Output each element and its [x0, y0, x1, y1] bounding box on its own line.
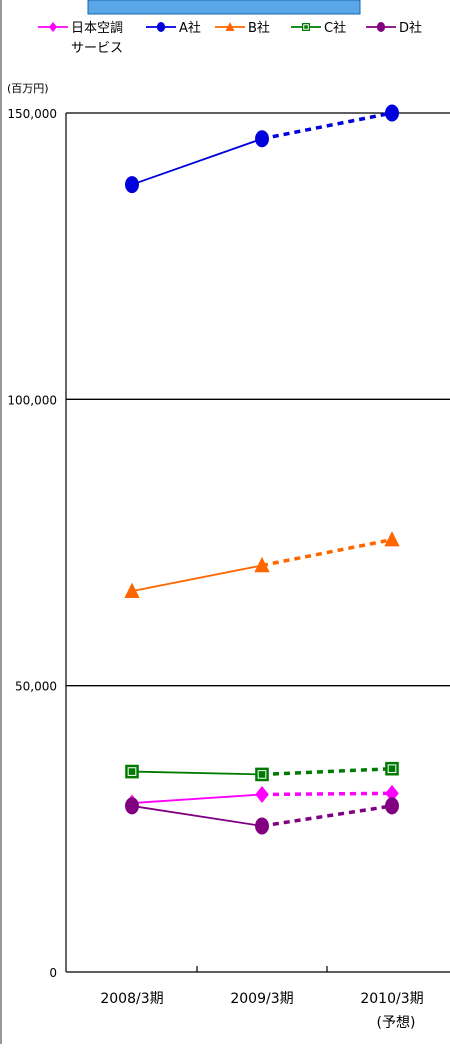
legend-label: B社: [248, 20, 270, 36]
x-tick-label: 2009/3期: [230, 991, 293, 1007]
data-point: [255, 817, 269, 835]
data-point: [225, 22, 235, 31]
data-point: [125, 176, 139, 194]
x-tick-label: 2008/3期: [100, 991, 163, 1007]
series-line: [124, 531, 400, 598]
legend-item: C社: [291, 20, 346, 36]
header-strip: [87, 0, 361, 15]
data-point: [384, 531, 400, 547]
forecast-segment: [261, 537, 393, 568]
x-tick-sublabel: (予想): [377, 1015, 416, 1031]
y-tick-label: 0: [49, 966, 57, 980]
data-point: [255, 785, 269, 803]
data-point: [385, 104, 399, 122]
line-segment: [131, 805, 263, 827]
y-tick-label: 100,000: [7, 393, 57, 407]
line-segment: [131, 793, 263, 804]
series-line: [125, 797, 399, 835]
data-point: [125, 764, 139, 779]
axes: 0 50,000 100,000 150,000: [7, 107, 450, 980]
legend-label: 日本空調: [71, 21, 123, 36]
forecast-segment: [261, 766, 393, 777]
data-point: [302, 23, 310, 31]
data-point: [385, 761, 399, 776]
data-point: [124, 582, 140, 598]
line-segment: [131, 137, 263, 186]
data-point: [385, 784, 399, 802]
data-point: [254, 556, 270, 573]
legend-label: C社: [324, 20, 346, 36]
series-layer: [124, 104, 400, 835]
data-point: [125, 797, 139, 815]
y-tick-label: 50,000: [15, 680, 57, 694]
data-point: [156, 22, 166, 32]
data-point: [255, 767, 269, 782]
forecast-segment: [261, 111, 393, 141]
data-point: [255, 130, 269, 148]
y-tick-label: 150,000: [7, 107, 57, 121]
legend-item: D社: [366, 20, 422, 36]
legend-item: A社: [146, 20, 201, 36]
legend-label: A社: [179, 20, 201, 36]
x-axis-labels: 2008/3期 2009/3期 2010/3期 (予想): [100, 991, 423, 1031]
line-segment: [131, 564, 263, 593]
series-line: [125, 761, 399, 782]
forecast-segment: [261, 804, 393, 828]
legend-label: D社: [399, 20, 422, 36]
unit-label: (百万円): [7, 82, 49, 95]
series-line: [125, 784, 399, 812]
data-point: [49, 22, 57, 32]
x-tick-label: 2010/3期: [360, 991, 423, 1007]
gridlines: [66, 112, 450, 687]
series-line: [125, 104, 399, 194]
legend-item: B社: [215, 20, 270, 36]
forecast-segment: [261, 791, 393, 797]
data-point: [385, 797, 399, 815]
data-point: [376, 22, 386, 32]
line-segment: [131, 770, 263, 776]
legend-label: サービス: [71, 41, 123, 56]
